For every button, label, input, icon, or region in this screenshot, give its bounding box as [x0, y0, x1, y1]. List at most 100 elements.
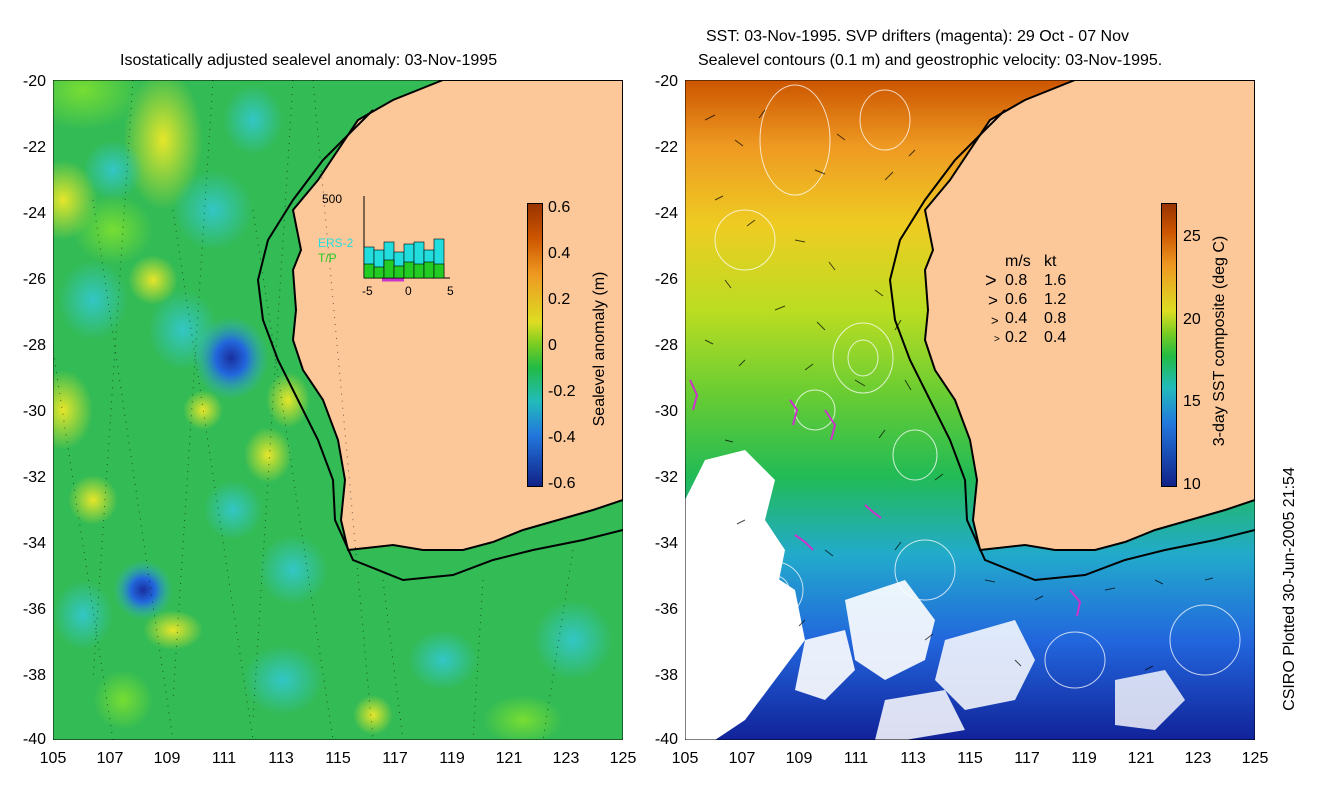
ground-tracks: [53, 80, 574, 740]
plot-credit: CSIRO Plotted 30-Jun-2005 21:54: [1281, 467, 1298, 711]
colorbar-tick-label: 15: [1183, 393, 1201, 410]
inset-y-top-label: 500: [322, 192, 343, 206]
anomaly-blob: [266, 372, 310, 428]
x-tick-label: 111: [211, 750, 237, 767]
x-tick-label: 117: [382, 750, 408, 767]
left-map-title: Isostatically adjusted sealevel anomaly:…: [120, 52, 498, 69]
satellite-data-inset: [363, 196, 450, 282]
inset-bar-tp: [413, 263, 425, 279]
anomaly-blob: [183, 390, 223, 430]
inset-x-tick: -5: [362, 284, 373, 298]
inset-legend-tp: T/P: [318, 251, 337, 265]
sealevel-contours: [689, 84, 1241, 689]
y-tick-label: -24: [654, 205, 678, 222]
anomaly-blob: [53, 370, 93, 450]
right-map: [685, 80, 1255, 740]
colorbar-label: Sealevel anomaly (m): [591, 271, 608, 427]
x-tick-label: 107: [96, 750, 124, 767]
anomaly-blob: [223, 85, 283, 155]
inset-x-tick: 5: [447, 284, 454, 298]
inset-bar-tp: [383, 259, 395, 279]
anomaly-blob: [408, 630, 478, 690]
velocity-legend-ms: 0.8: [1005, 272, 1028, 289]
x-tick-label: 119: [1071, 750, 1097, 767]
inset-legend-ers: ERS-2: [318, 236, 354, 250]
x-tick-label: 119: [439, 750, 465, 767]
y-tick-label: -34: [654, 535, 678, 552]
y-tick-label: -40: [22, 731, 46, 748]
anomaly-blob: [244, 427, 292, 483]
velocity-legend-kt-header: kt: [1044, 253, 1057, 270]
y-tick-label: -32: [22, 469, 46, 486]
y-tick-label: -28: [654, 337, 678, 354]
anomaly-blob: [58, 260, 128, 340]
y-tick-label: -24: [22, 205, 46, 222]
y-tick-label: -36: [22, 601, 46, 618]
arrow-icon: >: [994, 334, 1000, 345]
velocity-legend: m/s kt > 0.8 1.6 > 0.6 1.2 > 0.4 0.8 > 0…: [985, 253, 1075, 353]
x-tick-label: 115: [957, 750, 983, 767]
x-tick-label: 121: [1127, 750, 1155, 767]
colorbar-label: 3-day SST composite (deg C): [1211, 235, 1228, 447]
anomaly-blob: [533, 600, 613, 680]
x-tick-label: 107: [728, 750, 756, 767]
y-tick-label: -22: [654, 139, 678, 156]
x-tick-label: 105: [671, 750, 699, 767]
x-tick-label: 111: [843, 750, 869, 767]
anomaly-blob: [143, 610, 203, 650]
anomaly-blob: [258, 535, 328, 605]
anomaly-blob: [93, 670, 153, 730]
anomaly-blob: [53, 580, 113, 650]
x-tick-label: 109: [785, 750, 813, 767]
colorbar-tick-label: 0: [548, 337, 557, 354]
arrow-icon: >: [991, 313, 999, 328]
y-tick-label: -34: [22, 535, 46, 552]
y-tick-label: -26: [654, 271, 678, 288]
y-tick-label: -28: [22, 337, 46, 354]
y-tick-label: -38: [22, 667, 46, 684]
anomaly-blob: [193, 316, 269, 400]
colorbar-tick-label: 25: [1183, 228, 1201, 245]
arrow-icon: >: [988, 291, 998, 310]
inset-x-tick: 0: [405, 284, 412, 298]
y-tick-label: -40: [654, 731, 678, 748]
inset-bar-tp: [403, 261, 415, 279]
x-tick-label: 105: [39, 750, 67, 767]
inset-bar-tp: [373, 266, 385, 279]
anomaly-blob: [113, 560, 173, 620]
velocity-legend-kt: 1.2: [1044, 291, 1067, 308]
anomaly-blob: [353, 695, 393, 735]
x-tick-label: 125: [1241, 750, 1269, 767]
y-tick-label: -30: [22, 403, 46, 420]
colorbar-tick-label: 10: [1183, 476, 1201, 493]
right-map-title-line1: SST: 03-Nov-1995. SVP drifters (magenta)…: [706, 28, 1129, 45]
y-tick-label: -38: [654, 667, 678, 684]
colorbar-tick-label: -0.6: [548, 475, 576, 492]
anomaly-blob: [53, 80, 143, 130]
colorbar-tick-label: 0.4: [548, 245, 571, 262]
y-tick-label: -36: [654, 601, 678, 618]
x-tick-label: 117: [1014, 750, 1040, 767]
x-tick-label: 123: [552, 750, 580, 767]
x-tick-label: 109: [153, 750, 181, 767]
colorbar-tick-label: -0.2: [548, 383, 576, 400]
x-tick-label: 115: [325, 750, 351, 767]
inset-bar-tp: [393, 265, 405, 279]
drifter-tracks: [689, 379, 1082, 617]
x-tick-label: 125: [609, 750, 637, 767]
colorbar-tick-label: 0.6: [548, 199, 571, 216]
x-tick-label: 113: [268, 750, 294, 767]
x-tick-label: 121: [495, 750, 523, 767]
y-tick-label: -32: [654, 469, 678, 486]
sst-colorbar: [1161, 203, 1177, 487]
cloud-mask: [685, 450, 1185, 740]
velocity-legend-ms-header: m/s: [1005, 253, 1031, 270]
anomaly-blob: [203, 480, 263, 540]
sealevel-colorbar: [527, 203, 543, 487]
velocity-legend-kt: 1.6: [1044, 272, 1067, 289]
velocity-vectors: [704, 109, 1214, 671]
anomaly-blob: [128, 255, 178, 305]
y-tick-label: -30: [654, 403, 678, 420]
anomaly-blob: [73, 195, 153, 265]
colorbar-tick-label: 0.2: [548, 291, 571, 308]
